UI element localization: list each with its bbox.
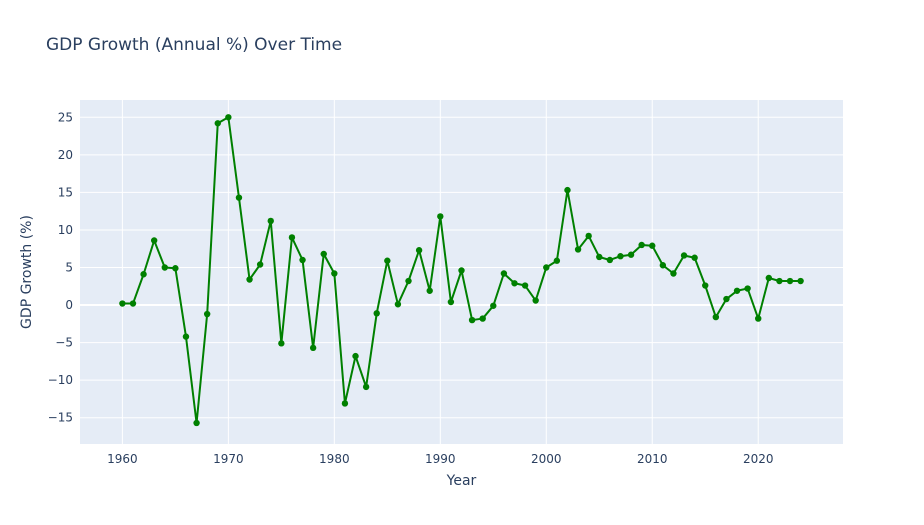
data-point[interactable] <box>235 194 243 201</box>
data-point[interactable] <box>680 252 688 259</box>
data-point[interactable] <box>627 251 635 258</box>
data-point[interactable] <box>670 270 677 277</box>
data-point[interactable] <box>659 262 667 269</box>
y-tick-label: 15 <box>58 185 73 199</box>
data-point[interactable] <box>521 282 529 289</box>
data-point[interactable] <box>776 277 783 285</box>
grid-lines <box>80 100 843 444</box>
data-point[interactable] <box>511 280 518 287</box>
data-point[interactable] <box>574 246 582 253</box>
x-tick-label: 1990 <box>425 452 456 466</box>
y-axis-ticks: −15 −10 −5 0 5 10 15 20 25 <box>48 110 73 424</box>
series-layer <box>119 114 804 427</box>
data-point[interactable] <box>606 256 614 264</box>
data-point[interactable] <box>744 285 751 292</box>
data-point[interactable] <box>712 313 720 321</box>
y-tick-label: 20 <box>58 148 73 162</box>
y-tick-label: 0 <box>65 298 73 312</box>
data-point[interactable] <box>723 295 730 303</box>
data-point[interactable] <box>447 298 455 306</box>
data-point[interactable] <box>596 253 603 261</box>
y-tick-label: −5 <box>55 336 73 350</box>
y-tick-label: −15 <box>48 411 73 425</box>
data-point[interactable] <box>437 213 444 220</box>
data-point[interactable] <box>765 274 773 282</box>
data-point[interactable] <box>649 242 656 249</box>
data-point[interactable] <box>172 265 179 272</box>
data-point[interactable] <box>532 297 539 304</box>
data-point[interactable] <box>394 301 402 308</box>
data-point[interactable] <box>564 186 571 194</box>
data-point[interactable] <box>256 261 264 268</box>
data-point[interactable] <box>373 310 380 317</box>
data-point[interactable] <box>203 310 211 318</box>
data-point[interactable] <box>733 287 741 294</box>
data-point[interactable] <box>341 400 349 407</box>
data-point[interactable] <box>458 267 465 274</box>
data-point[interactable] <box>267 217 274 225</box>
y-axis-title: GDP Growth (%) <box>19 215 35 329</box>
data-point[interactable] <box>585 232 592 240</box>
data-point[interactable] <box>553 257 561 264</box>
data-point[interactable] <box>405 277 412 285</box>
data-point[interactable] <box>755 315 762 322</box>
data-point[interactable] <box>182 333 190 340</box>
data-point[interactable] <box>638 241 645 249</box>
data-point[interactable] <box>278 340 285 347</box>
data-point[interactable] <box>384 257 391 264</box>
y-tick-label: 10 <box>58 223 73 237</box>
data-point[interactable] <box>150 237 158 244</box>
x-tick-label: 1960 <box>107 452 138 466</box>
data-point[interactable] <box>309 344 317 352</box>
x-tick-label: 2020 <box>743 452 774 466</box>
data-point[interactable] <box>161 264 168 271</box>
data-point[interactable] <box>543 264 550 271</box>
data-point[interactable] <box>352 352 359 360</box>
data-point[interactable] <box>320 250 327 258</box>
x-axis-title: Year <box>446 473 477 489</box>
data-point[interactable] <box>490 302 497 309</box>
data-point[interactable] <box>362 383 370 391</box>
data-point[interactable] <box>479 315 486 322</box>
x-tick-label: 2010 <box>637 452 668 466</box>
data-point[interactable] <box>129 300 137 307</box>
x-tick-label: 2000 <box>531 452 562 466</box>
data-point[interactable] <box>415 247 423 254</box>
x-tick-label: 1980 <box>319 452 350 466</box>
data-point[interactable] <box>500 270 508 277</box>
data-point[interactable] <box>617 253 624 260</box>
data-point[interactable] <box>468 316 476 324</box>
data-point[interactable] <box>331 270 338 277</box>
x-axis-ticks: 1960 1970 1980 1990 2000 2010 2020 <box>107 452 773 466</box>
y-tick-label: 5 <box>65 260 73 274</box>
data-point[interactable] <box>225 114 232 121</box>
data-point[interactable] <box>288 234 296 241</box>
data-point[interactable] <box>119 300 126 307</box>
data-point[interactable] <box>786 277 794 285</box>
y-tick-label: −10 <box>48 373 73 387</box>
data-point[interactable] <box>426 287 433 294</box>
data-point[interactable] <box>193 419 200 427</box>
data-point[interactable] <box>140 271 147 278</box>
data-point[interactable] <box>299 256 306 264</box>
chart-title: GDP Growth (Annual %) Over Time <box>46 35 342 55</box>
data-point[interactable] <box>797 277 804 285</box>
x-tick-label: 1970 <box>213 452 244 466</box>
data-point[interactable] <box>702 282 709 289</box>
data-point[interactable] <box>246 276 253 283</box>
data-point[interactable] <box>214 120 221 127</box>
y-tick-label: 25 <box>58 110 73 124</box>
data-point[interactable] <box>691 254 698 261</box>
